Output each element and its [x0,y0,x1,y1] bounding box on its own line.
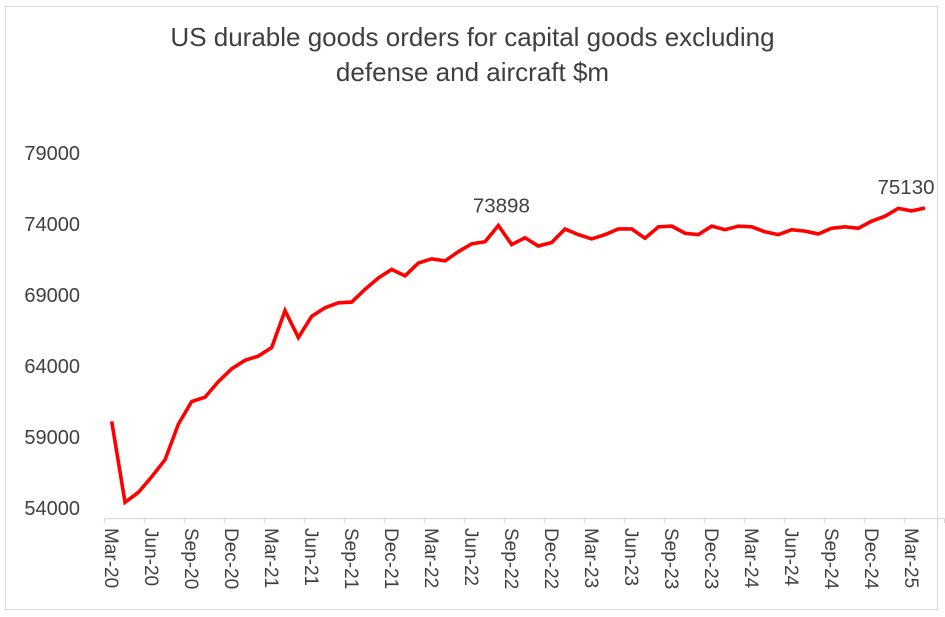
chart-title-line2: defense and aircraft $m [335,57,610,87]
x-axis-label: Sep-24 [820,528,841,590]
x-axis-label: Mar-20 [100,528,121,588]
y-axis-label: 59000 [24,427,80,449]
x-axis-label: Mar-22 [420,528,441,588]
x-axis-label: Dec-21 [380,528,401,589]
x-axis-label: Jun-24 [780,528,801,587]
x-axis-label: Jun-23 [620,528,641,586]
x-axis-label: Jun-20 [140,528,161,586]
x-axis-label: Dec-24 [860,528,881,590]
y-axis-label: 54000 [24,498,80,520]
y-axis-label: 69000 [24,285,80,307]
chart-border [5,6,938,610]
x-axis-label: Mar-24 [740,528,761,589]
y-axis-label: 74000 [24,214,80,236]
x-axis-label: Dec-22 [540,528,561,589]
x-axis-label: Sep-21 [340,528,361,589]
series-line [109,206,926,506]
y-axis-label: 79000 [24,143,80,165]
x-axis-label: Mar-23 [580,528,601,588]
data-label: 75130 [878,176,935,199]
x-axis-label: Sep-22 [500,528,521,589]
x-axis-label: Sep-20 [180,528,201,589]
y-axis-label: 64000 [24,356,80,378]
x-axis-label: Dec-20 [220,528,241,589]
x-axis-label: Dec-23 [700,528,721,589]
x-axis-label: Sep-23 [660,528,681,589]
x-axis-label: Jun-22 [460,528,481,586]
x-axis-label: Mar-21 [260,528,281,588]
x-axis-label: Mar-25 [900,528,921,588]
chart-title-line1: US durable goods orders for capital good… [170,22,775,52]
chart-title: US durable goods orders for capital good… [0,20,945,90]
data-label: 73898 [473,194,530,217]
x-axis-label: Jun-21 [300,528,321,586]
